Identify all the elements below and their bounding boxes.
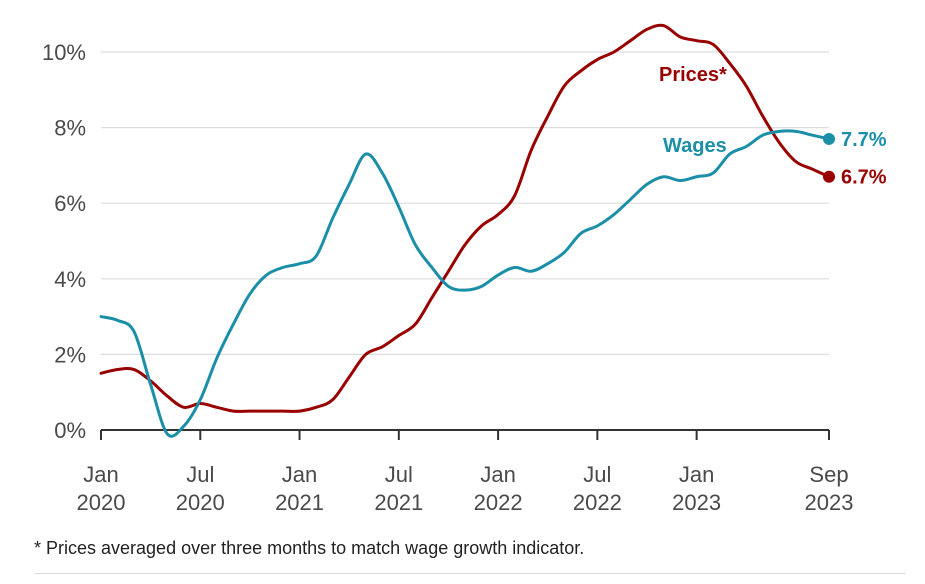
y-tick-label: 10% <box>42 40 86 65</box>
x-tick-label: Jul <box>385 462 413 487</box>
x-tick-label: Jan <box>282 462 317 487</box>
series-line-wages <box>99 129 831 438</box>
x-tick-label-year: 2021 <box>374 490 423 515</box>
footnote-divider <box>34 573 906 574</box>
series-label-prices: Prices* <box>659 64 727 86</box>
x-tick-label-year: 2020 <box>176 490 225 515</box>
end-marker-wages <box>823 132 835 145</box>
line-chart: 0% 2% 4% 6% 8% 10% Jan 2020 Jul 2020 Jan 2021 Jul 20… <box>42 23 887 515</box>
y-tick-label: 2% <box>54 342 86 367</box>
x-tick-label-year: 2023 <box>805 490 854 515</box>
y-axis-tick-labels: 0% 2% 4% 6% 8% 10% <box>42 40 86 443</box>
series-lines <box>99 23 831 438</box>
y-tick-label: 6% <box>54 191 86 216</box>
footnote: * Prices averaged over three months to m… <box>34 538 585 558</box>
y-tick-label: 0% <box>54 418 86 443</box>
x-tick-label-year: 2022 <box>573 490 622 515</box>
end-marker-prices <box>823 170 835 183</box>
x-axis: Jan 2020 Jul 2020 Jan 2021 Jul 2021 Jan 2022 Jul 20… <box>77 430 854 515</box>
end-value-label: 6.7% <box>841 167 887 189</box>
series-label-wages: Wages <box>663 135 727 157</box>
x-tick-label-year: 2023 <box>672 490 721 515</box>
end-value-label: 7.7% <box>841 129 887 151</box>
x-tick-label: Jan <box>679 462 714 487</box>
y-tick-label: 8% <box>54 116 86 141</box>
x-tick-label: Jan <box>83 462 118 487</box>
x-tick-label: Jul <box>186 462 214 487</box>
y-tick-label: 4% <box>54 267 86 292</box>
end-markers: 6.7% 7.7% <box>823 129 887 189</box>
series-labels: Prices* Wages <box>659 64 727 157</box>
gridlines <box>101 51 829 431</box>
x-tick-label: Jan <box>480 462 515 487</box>
x-tick-label-year: 2022 <box>474 490 523 515</box>
x-tick-label: Jul <box>583 462 611 487</box>
x-tick-label: Sep <box>809 462 848 487</box>
x-tick-label-year: 2020 <box>77 490 126 515</box>
x-tick-label-year: 2021 <box>275 490 324 515</box>
series-line-prices <box>99 23 831 413</box>
